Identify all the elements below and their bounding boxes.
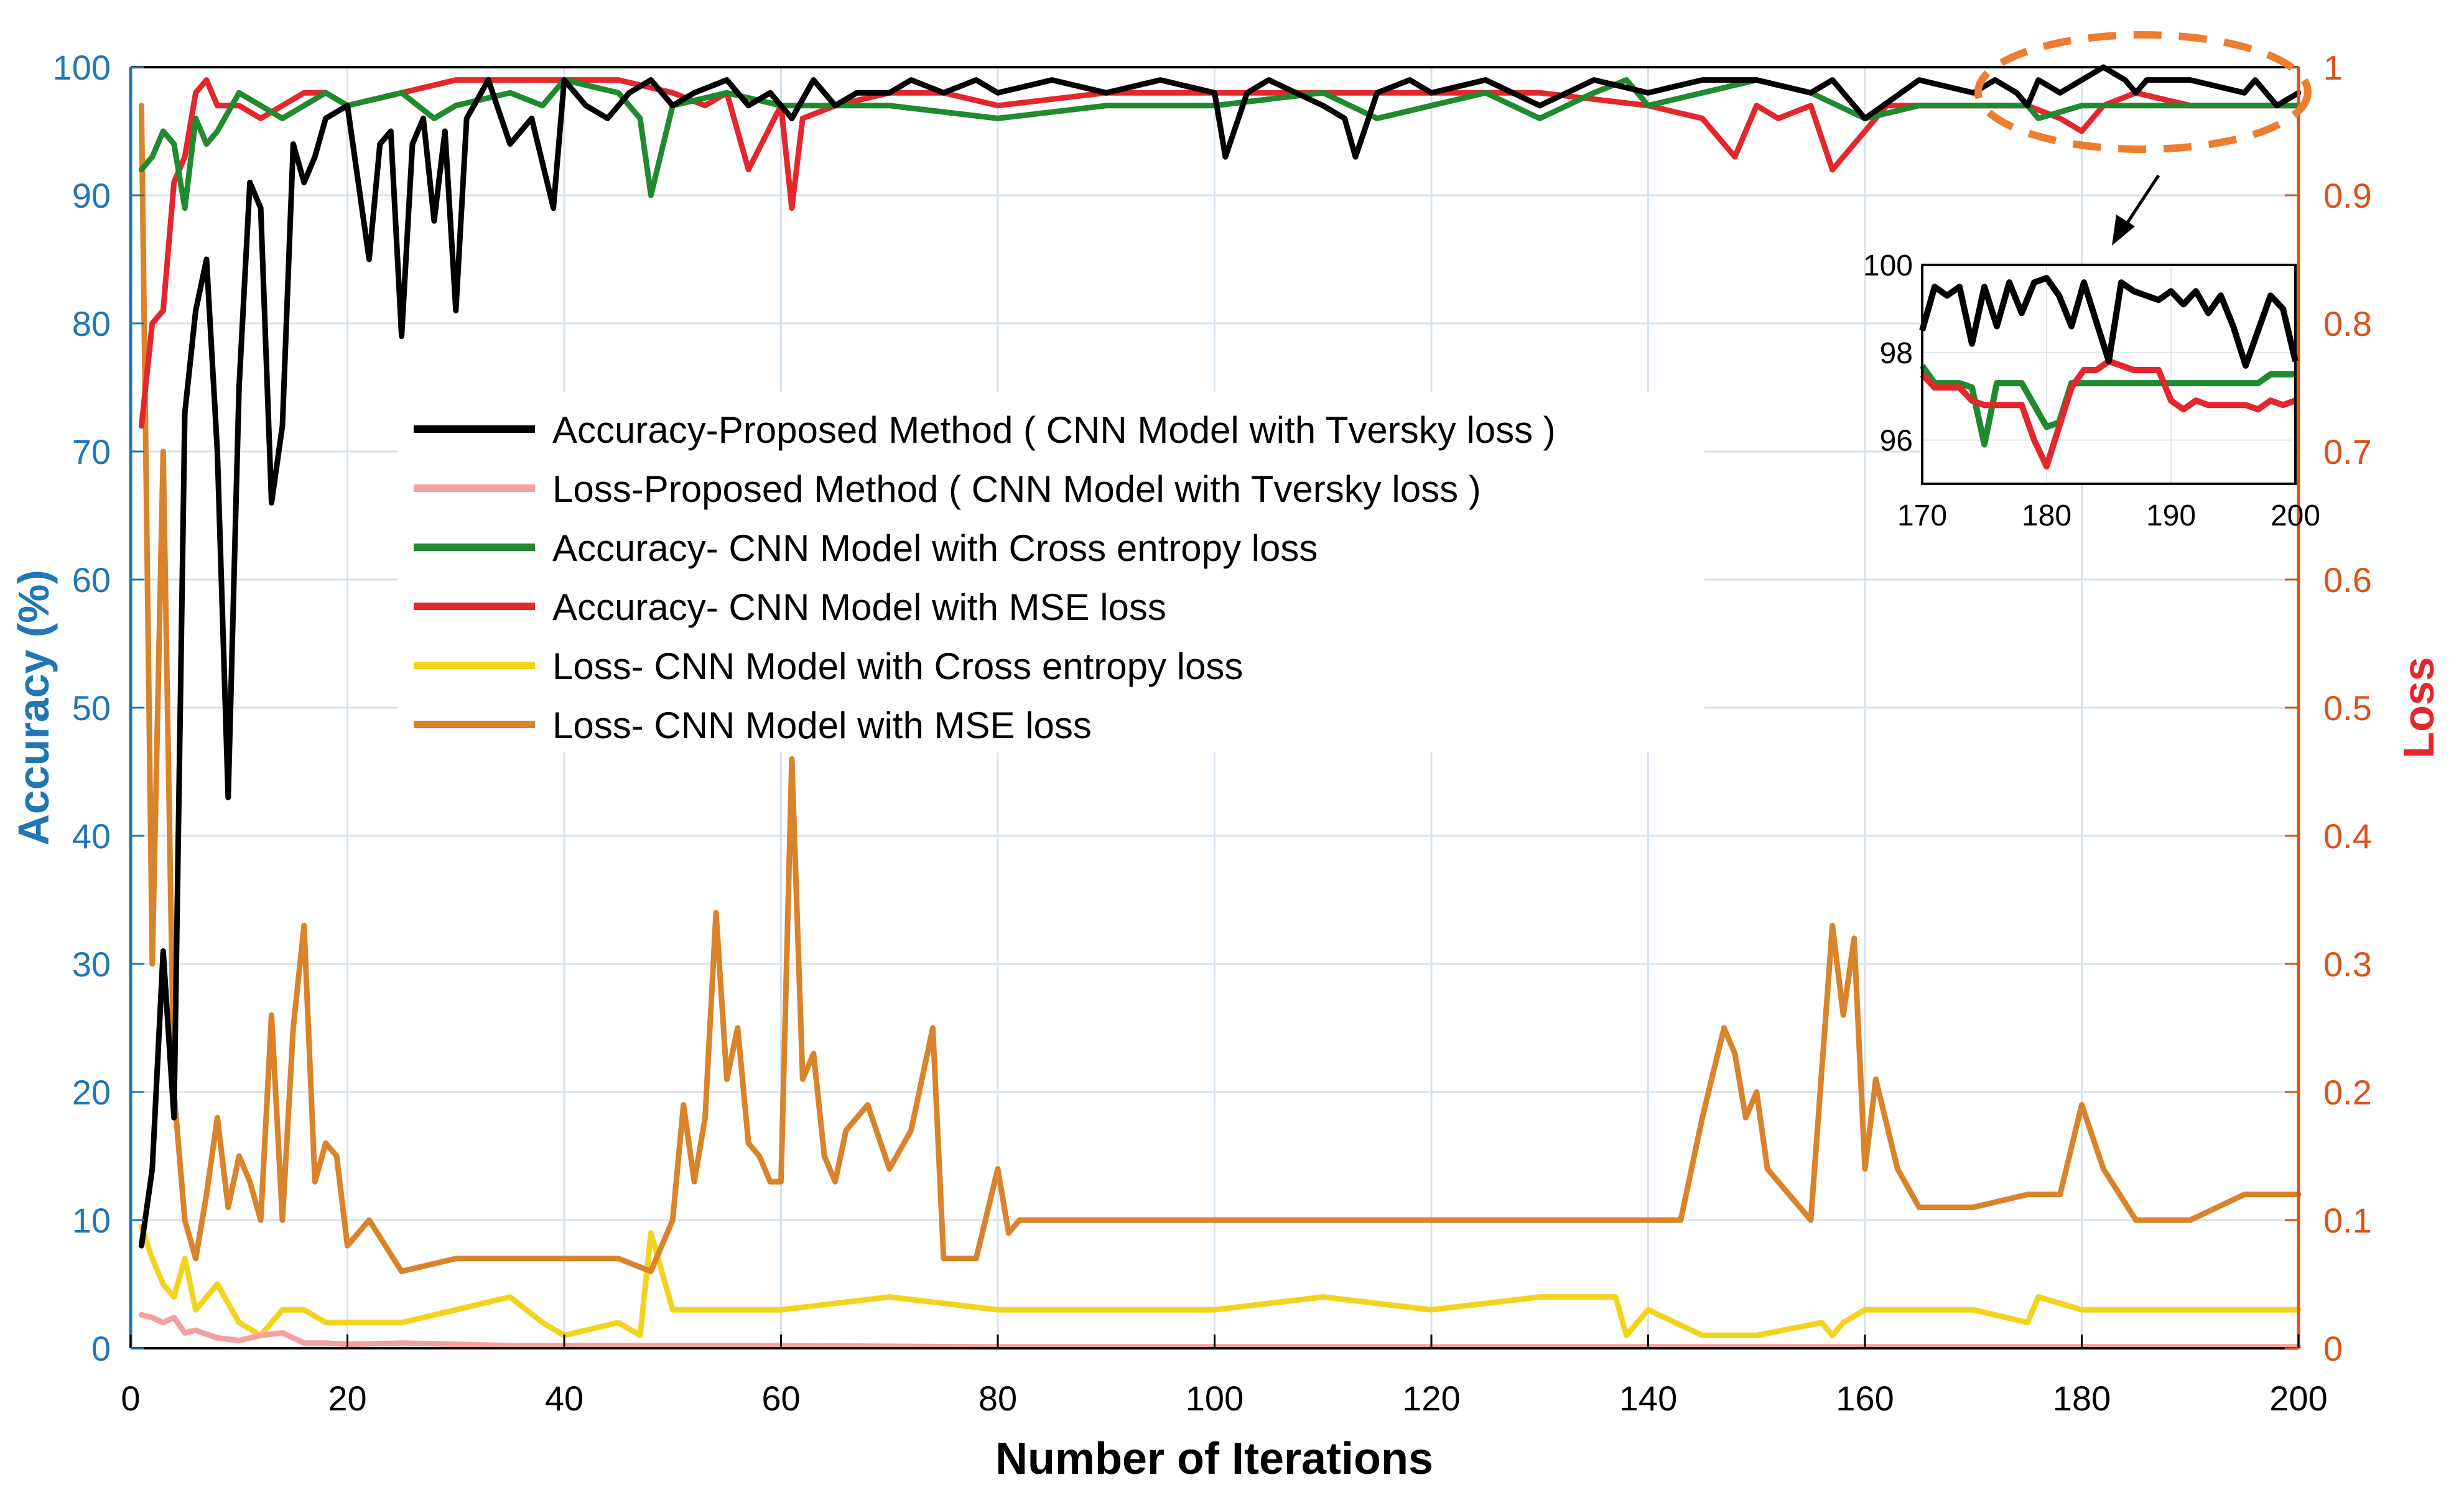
right-tick-label: 0.6 [2323,560,2372,599]
right-tick-label: 0.1 [2323,1201,2372,1240]
left-tick-label: 10 [72,1201,111,1240]
x-tick-label: 60 [761,1379,800,1418]
inset-y-tick-label: 98 [1880,337,1913,370]
left-tick-label: 20 [72,1073,111,1112]
inset-x-tick-label: 170 [1897,499,1947,532]
right-tick-labels: 0 0.1 0.2 0.3 0.4 0.5 0.6 0.7 0.8 0.9 1 [2285,48,2372,1368]
inset-x-tick-label: 190 [2146,499,2196,532]
inset-y-tick-label: 96 [1880,425,1913,458]
right-tick-label: 0.9 [2323,176,2372,215]
inset-series-group [1919,275,2299,470]
x-tick-label: 200 [2269,1379,2327,1418]
left-tick-label: 60 [72,560,111,599]
inset-y-tick-label: 100 [1863,249,1913,282]
x-tick-label: 20 [328,1379,366,1418]
left-axis-title: Accuracy (%) [9,570,58,846]
right-tick-label: 0 [2323,1329,2343,1368]
x-tick-label: 160 [1836,1379,1894,1418]
zoom-highlight-ellipse [1974,31,2312,153]
legend-box [398,392,1704,752]
x-axis-title: Number of Iterations [995,1434,1433,1484]
legend: Accuracy-Proposed Method ( CNN Model wit… [414,409,1556,746]
inset-y-tick-labels: 96 98 100 [1863,249,1913,458]
legend-label: Loss- CNN Model with Cross entropy loss [552,646,1243,687]
series-line [138,1223,2302,1338]
legend-label: Accuracy-Proposed Method ( CNN Model wit… [552,409,1556,451]
right-tick-label: 0.3 [2323,945,2372,984]
inset-plot-area [1922,265,2295,484]
x-tick-labels: 0 20 40 60 80 100 120 140 160 180 200 [121,1335,2328,1418]
x-tick-label: 40 [545,1379,583,1418]
legend-label: Accuracy- CNN Model with Cross entropy l… [552,527,1318,569]
left-tick-label: 90 [72,176,111,215]
inset-series-line [1919,364,2295,448]
inset-x-tick-label: 180 [2022,499,2071,532]
right-axis-title: Loss [2394,657,2443,758]
right-tick-label: 0.5 [2323,688,2372,728]
series-line [138,103,2302,1274]
x-tick-label: 0 [121,1379,140,1418]
left-tick-label: 0 [91,1329,111,1368]
inset-x-tick-label: 200 [2271,499,2320,532]
inset-x-tick-labels: 170 180 190 200 [1897,499,2320,532]
inset-frame [1921,264,2297,485]
zoom-arrow-head [2112,215,2135,246]
x-tick-label: 140 [1619,1379,1677,1418]
left-tick-label: 100 [53,48,111,87]
legend-label: Accuracy- CNN Model with MSE loss [552,586,1166,628]
inset-series-line [1919,275,2299,369]
right-tick-label: 0.4 [2323,817,2372,856]
left-tick-label: 50 [72,688,111,728]
x-tick-label: 100 [1186,1379,1244,1418]
x-tick-label: 180 [2053,1379,2111,1418]
right-tick-label: 1 [2323,48,2343,87]
right-tick-label: 0.2 [2323,1073,2372,1112]
legend-label: Loss- CNN Model with MSE loss [552,705,1092,746]
right-tick-label: 0.8 [2323,304,2372,343]
legend-label: Loss-Proposed Method ( CNN Model with Tv… [552,468,1481,510]
left-tick-label: 70 [72,432,111,471]
series-line [138,64,2302,1249]
x-tick-label: 120 [1402,1379,1460,1418]
left-tick-label: 30 [72,945,111,984]
zoom-arrow [2121,174,2160,231]
left-tick-label: 40 [72,817,111,856]
left-tick-labels: 0 10 20 30 40 50 60 70 80 90 100 [53,48,144,1368]
right-tick-label: 0.7 [2323,432,2372,471]
x-tick-label: 80 [979,1379,1017,1418]
left-tick-label: 80 [72,304,111,343]
